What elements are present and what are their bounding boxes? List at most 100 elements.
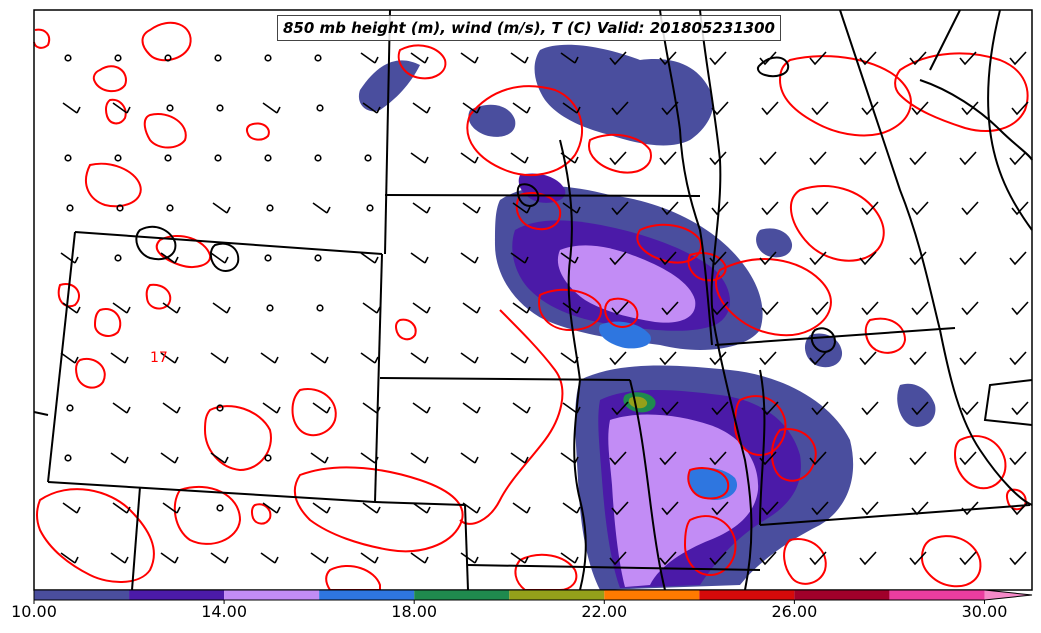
- wind-barb: [659, 351, 677, 366]
- wind-barb: [711, 401, 729, 416]
- wind-barb: [961, 301, 979, 316]
- wind-barb: [312, 502, 331, 514]
- wind-barb: [711, 301, 729, 316]
- colorbar-tick-label: 18.00: [391, 602, 438, 621]
- wind-barb: [611, 301, 629, 316]
- wind-barbs: [60, 51, 1029, 566]
- colorbar-tick-label: 10.00: [11, 602, 57, 621]
- wind-barb: [412, 302, 431, 314]
- wind-barb: [959, 251, 977, 266]
- wind-barb: [909, 51, 927, 66]
- wind-barb: [961, 201, 979, 216]
- wind-barb: [811, 401, 829, 416]
- wind-barb: [562, 502, 581, 514]
- wind-barb: [709, 451, 727, 466]
- wind-barb: [759, 251, 777, 266]
- wind-barb: [961, 501, 979, 516]
- wind-barb: [1009, 51, 1027, 66]
- calm-wind-circle: [214, 54, 222, 62]
- colorbar-segment: [604, 590, 700, 600]
- colorbar-segment: [794, 590, 890, 600]
- wind-barb: [859, 451, 877, 466]
- wind-barb: [160, 252, 179, 264]
- wind-barb: [412, 202, 431, 214]
- colorbar-tick-label: 30.00: [961, 602, 1008, 621]
- wind-barb: [611, 101, 629, 116]
- colorbar-tick-label: 22.00: [581, 602, 628, 621]
- wind-barb: [510, 452, 529, 464]
- colorbar-segment: [889, 590, 985, 600]
- wind-barb: [1011, 301, 1029, 316]
- wind-barb: [112, 102, 131, 114]
- calm-wind-circle: [264, 154, 272, 162]
- wind-barb: [562, 202, 581, 214]
- wind-barb: [62, 502, 81, 514]
- wind-barb: [210, 352, 229, 364]
- wind-barb: [759, 151, 777, 166]
- wind-barb: [460, 352, 479, 364]
- wind-barb: [360, 552, 379, 564]
- calm-wind-circle: [64, 54, 72, 62]
- map-title: 850 mb height (m), wind (m/s), T (C) Val…: [277, 15, 781, 41]
- wind-barb: [609, 51, 627, 66]
- wind-barb: [609, 151, 627, 166]
- calm-wind-circle: [114, 54, 122, 62]
- calm-wind-circle: [114, 254, 122, 262]
- wind-barb: [62, 102, 81, 114]
- wind-barb: [412, 502, 431, 514]
- wind-barb: [861, 201, 879, 216]
- wind-barb: [809, 551, 827, 566]
- wind-barb: [512, 202, 531, 214]
- wind-barb: [809, 251, 827, 266]
- calm-wind-circle: [314, 254, 322, 262]
- wind-barb: [1009, 251, 1027, 266]
- wind-barb: [560, 352, 579, 364]
- wind-barb: [362, 402, 381, 414]
- wind-barb: [360, 352, 379, 364]
- wind-barb: [112, 302, 131, 314]
- wind-barb: [462, 402, 481, 414]
- wind-barb: [410, 352, 429, 364]
- wind-barb: [560, 152, 579, 164]
- wind-barb: [809, 51, 827, 66]
- wind-barb: [1011, 501, 1029, 516]
- wind-barb: [959, 151, 977, 166]
- wind-barb: [761, 201, 779, 216]
- wind-barb: [859, 251, 877, 266]
- wind-barb: [560, 52, 579, 64]
- wind-barb: [1011, 201, 1029, 216]
- wind-barb: [460, 552, 479, 564]
- wind-barb: [859, 351, 877, 366]
- colorbar-segment: [414, 590, 510, 600]
- wind-barb: [562, 302, 581, 314]
- calm-wind-circle: [264, 254, 272, 262]
- wind-barb: [861, 401, 879, 416]
- colorbar-segment: [984, 590, 1032, 600]
- wind-barb: [761, 401, 779, 416]
- wind-barb: [260, 552, 279, 564]
- wind-barb: [1009, 551, 1027, 566]
- wind-barb: [310, 352, 329, 364]
- wind-barb: [212, 202, 231, 214]
- wind-barb: [659, 451, 677, 466]
- wind-barb: [510, 552, 529, 564]
- wind-barb: [609, 351, 627, 366]
- wind-barb: [210, 552, 229, 564]
- wind-barb: [512, 302, 531, 314]
- wind-barb: [512, 402, 531, 414]
- wind-barb: [609, 451, 627, 466]
- wind-barb: [661, 101, 679, 116]
- wind-barb: [1011, 101, 1029, 116]
- wind-barb: [659, 151, 677, 166]
- wind-barb: [412, 102, 431, 114]
- wind-barb: [761, 501, 779, 516]
- wind-barb: [961, 101, 979, 116]
- wind-barb: [510, 252, 529, 264]
- wind-barb: [911, 301, 929, 316]
- calm-wind-circle: [64, 154, 72, 162]
- wind-barb: [162, 402, 181, 414]
- wind-barb: [661, 501, 679, 516]
- wind-barb: [460, 252, 479, 264]
- calm-wind-circle: [166, 104, 174, 112]
- wind-barb: [861, 301, 879, 316]
